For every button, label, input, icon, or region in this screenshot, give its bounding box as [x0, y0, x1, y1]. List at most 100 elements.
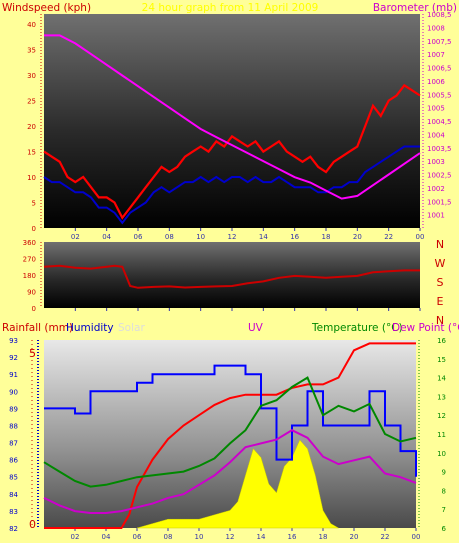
time-tick-label: 20: [350, 533, 359, 541]
time-tick-label: 06: [134, 233, 143, 241]
temperature-tick: 7: [442, 506, 446, 514]
time-tick-label: 18: [319, 533, 328, 541]
time-tick-label: 08: [164, 533, 173, 541]
barometer-tick: 1008: [427, 24, 445, 32]
time-tick-label: 00: [412, 533, 421, 541]
uv-label: UV: [248, 322, 264, 334]
temperature-tick: 6: [442, 525, 447, 533]
temperature-tick: 8: [442, 487, 446, 495]
humidity-tick: 90: [9, 388, 18, 396]
humidity-ticks: 82 83 84 85 86 87 88 89 90 91 92 93: [9, 337, 39, 533]
time-tick-label: 02: [71, 233, 80, 241]
barometer-tick: 1003,5: [427, 145, 452, 153]
humidity-tick: 83: [9, 508, 18, 516]
humidity-tick: 87: [9, 440, 18, 448]
compass-label: W: [435, 257, 446, 270]
barometer-tick: 1001: [427, 212, 445, 220]
series-line: [43, 145, 420, 225]
series-line: [43, 376, 417, 488]
temperature-tick: 10: [437, 450, 446, 458]
series-line: [44, 364, 417, 477]
humidity-tick: 89: [9, 405, 18, 413]
wind-baro-panel: Windspeed (kph) 24 hour graph from 11 Ap…: [2, 2, 457, 241]
barometer-tick: 1007: [427, 51, 445, 59]
temperature-label: Temperature (°C): [311, 322, 403, 334]
time-tick-label: 14: [259, 233, 268, 241]
time-ticks-3: 02 04 06 08 10 12 14 16 18 20 22 00: [71, 528, 421, 541]
humidity-label: Humidity: [66, 322, 114, 334]
wind-baro-series: [43, 34, 421, 225]
compass-label: N: [436, 238, 444, 251]
direction-tick: 270: [23, 256, 36, 264]
solar-area: [136, 439, 340, 529]
windspeed-tick: 20: [27, 123, 36, 131]
direction-tick: 0: [32, 305, 36, 313]
time-tick-label: 12: [226, 533, 235, 541]
windspeed-tick: 0: [32, 225, 36, 233]
time-tick-label: 16: [288, 533, 297, 541]
barometer-tick: 1003: [427, 158, 445, 166]
humidity-tick: 93: [9, 337, 18, 345]
series-line: [43, 83, 421, 220]
windspeed-tick: 10: [27, 174, 36, 182]
windspeed-tick: 15: [27, 149, 36, 157]
direction-series: [43, 264, 420, 289]
time-tick-label: 22: [381, 533, 390, 541]
barometer-tick: 1002,5: [427, 172, 452, 180]
humidity-tick: 88: [9, 422, 18, 430]
humidity-tick: 85: [9, 474, 18, 482]
barometer-label: Barometer (mb): [373, 2, 457, 14]
temp-humidity-series: [43, 342, 417, 529]
barometer-ticks: 1001 1001,5 1002 1002,5 1003 1003,5 1004 1004,5…: [422, 11, 452, 228]
compass-label: E: [437, 295, 444, 308]
temperature-tick: 14: [437, 375, 446, 383]
dewpoint-label: Dew Point (°C): [392, 322, 459, 334]
time-tick-label: 10: [196, 233, 205, 241]
time-tick-label: 20: [353, 233, 362, 241]
time-tick-label: 12: [228, 233, 237, 241]
humidity-tick: 92: [9, 354, 18, 362]
time-tick-label: 06: [133, 533, 142, 541]
humidity-tick: 91: [9, 371, 18, 379]
windspeed-tick: 40: [27, 21, 36, 29]
time-tick-label: 22: [384, 233, 393, 241]
series-line: [43, 429, 417, 514]
time-ticks-1: 02 04 06 08 10 12 14 16 18 20 22 00: [71, 228, 425, 241]
series-line: [44, 34, 421, 200]
temperature-tick: 15: [437, 356, 446, 364]
barometer-tick: 1005: [427, 105, 445, 113]
temp-humidity-panel: Rainfall (mm) Humidity Solar UV Temperat…: [2, 322, 459, 541]
time-tick-label: 02: [71, 533, 80, 541]
time-tick-label: 14: [257, 533, 266, 541]
barometer-tick: 1006,5: [427, 65, 452, 73]
time-tick-label: 08: [165, 233, 174, 241]
compass-label: S: [437, 276, 444, 289]
windspeed-ticks: 0 5 10 15 20 25 30 35 40: [27, 14, 42, 233]
humidity-tick: 82: [9, 525, 18, 533]
barometer-tick: 1004: [427, 131, 445, 139]
chart-title: 24 hour graph from 11 April 2009: [142, 2, 319, 14]
direction-ticks: 0 90 180 270 360: [23, 239, 42, 313]
windspeed-tick: 25: [27, 98, 36, 106]
time-tick-label: 00: [416, 233, 425, 241]
compass-label: N: [436, 314, 444, 327]
time-ticks-2: [74, 308, 421, 311]
barometer-tick: 1008,5: [427, 11, 452, 19]
time-tick-label: 18: [322, 233, 331, 241]
solar-label: Solar: [118, 322, 145, 334]
barometer-tick: 1007,5: [427, 38, 452, 46]
rain-5-label: 5: [29, 347, 36, 360]
humidity-tick: 86: [9, 457, 18, 465]
temperature-ticks: 6 7 8 9 10 11 12 13 14 15 16: [418, 337, 447, 533]
barometer-tick: 1005,5: [427, 91, 452, 99]
windspeed-tick: 35: [27, 47, 36, 55]
direction-tick: 90: [27, 289, 36, 297]
series-line: [44, 342, 416, 529]
barometer-tick: 1002: [427, 185, 445, 193]
temperature-tick: 11: [437, 431, 446, 439]
direction-tick: 360: [23, 239, 36, 247]
barometer-tick: 1006: [427, 78, 445, 86]
